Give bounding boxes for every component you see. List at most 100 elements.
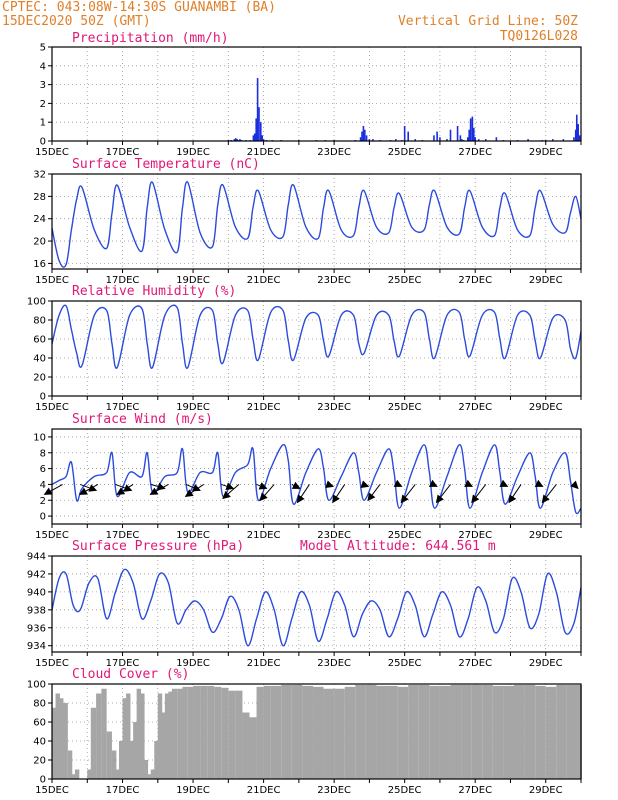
cloud-bar [126,693,131,779]
cloud-bar [471,684,483,779]
precip-bar [361,131,363,141]
cloud-bar [263,685,271,779]
cloud-bar [87,769,92,779]
x-tick-label: 19DEC [176,530,210,541]
y-tick-label: 4 [40,480,46,491]
cloud-bar [418,684,430,779]
y-tick-label: 20 [33,373,46,384]
x-tick-label: 29DEC [529,785,563,796]
precip-bar [562,139,565,141]
wind-arrow [80,483,98,492]
series-line [51,181,582,268]
cloud-bar [524,684,536,779]
y-tick-label: 3 [40,80,46,91]
plot-area [52,174,581,269]
wind-arrow [259,484,275,502]
x-tick-label: 21DEC [247,658,281,669]
precip-bar [466,137,469,141]
panel-5: 934 936 938 940 942 944 15DEC 17DEC 19DEC 21DEC 23… [27,539,582,669]
x-tick-label: 25DEC [388,658,422,669]
precip-bar [359,137,362,141]
plot-frame [51,46,582,142]
precip-bar [459,135,462,141]
cloud-bar [376,685,388,779]
y-tick-label: 16 [33,259,46,270]
precip-bar [484,139,487,141]
cloud-bar [249,717,257,779]
cloud-bar [55,693,60,779]
y-tick-label: 944 [27,552,46,563]
wind-arrow [296,484,310,504]
y-tick-label: 2 [40,99,46,110]
plot-frame [51,428,582,525]
precip-bar [574,129,577,141]
wind-arrow [367,484,381,502]
cloud-bar [344,686,356,779]
cloud-bar [429,685,440,779]
wind-arrow [360,480,370,488]
wind-arrow [291,481,301,489]
cloud-bar [143,760,149,779]
y-tick-label: 2 [40,496,46,507]
cloud-bar [513,684,525,779]
cloud-bar [439,685,451,779]
cloud-bar [101,688,107,779]
cloud-bar [482,684,493,779]
cloud-bar [140,693,145,779]
y-tick-label: 28 [33,192,46,203]
cloud-bar [397,686,409,779]
precip-bar [471,116,474,141]
cloud-bar [207,685,215,779]
y-tick-label: 20 [33,756,46,767]
x-tick-label: 27DEC [458,785,492,796]
y-tick-label: 0 [40,512,46,523]
cloud-bar [119,741,124,779]
precip-bar [368,139,371,141]
wind-arrow [149,483,169,495]
panel-2: 16 20 24 28 32 15DEC 17DEC 19DEC 21DEC 23DEC 25DEC… [33,157,582,286]
series-line [51,568,582,647]
y-tick-label: 100 [27,680,46,691]
header-grid-note: Vertical Grid Line: 50Z [398,14,578,29]
cloud-bar [281,684,292,779]
precip-bar [577,124,579,141]
precip-bar [255,118,257,141]
cloud-bar [133,722,138,779]
plot-area [52,47,581,141]
cloud-bar [355,684,366,779]
panel-title: Surface Wind (m/s) [72,412,213,427]
x-tick-label: 21DEC [247,530,281,541]
cloud-bar [291,684,303,779]
y-tick-label: 80 [33,699,46,710]
precip-bar [365,135,368,141]
precip-bar [253,133,256,141]
precip-bar [364,129,366,141]
y-tick-label: 942 [27,569,46,580]
y-tick-label: 0 [40,392,46,403]
panel-4: 0 2 4 6 8 10 15DEC 17DEC 19DEC 21DEC 23DEC 25DEC 27D… [33,412,582,541]
cloud-bar [242,712,250,779]
series-line [51,444,582,515]
x-tick-label: 25DEC [388,530,422,541]
wind-arrow [534,479,544,487]
cloud-bar [214,686,222,779]
precip-bar [573,137,575,141]
x-tick-label: 29DEC [529,658,563,669]
y-tick-label: 40 [33,354,46,365]
y-tick-label: 40 [33,737,46,748]
cloud-bar [556,684,567,779]
x-tick-label: 15DEC [35,530,69,541]
precip-bar [495,137,498,141]
cloud-bar [71,774,76,779]
panel-6: 0 20 40 60 80 100 15DEC 17DEC 19DEC 21DEC 23DEC 25D… [27,667,582,796]
cloud-bar [312,686,324,779]
wind-arrow [116,483,134,495]
cloud-bar [62,703,68,779]
wind-arrow [185,483,201,492]
x-tick-label: 21DEC [247,785,281,796]
precip-bar [472,127,475,141]
x-tick-label: 29DEC [529,275,563,286]
precip-bar [262,139,265,141]
cloud-bar [147,774,152,779]
panel-title: Relative Humidity (%) [72,284,236,299]
